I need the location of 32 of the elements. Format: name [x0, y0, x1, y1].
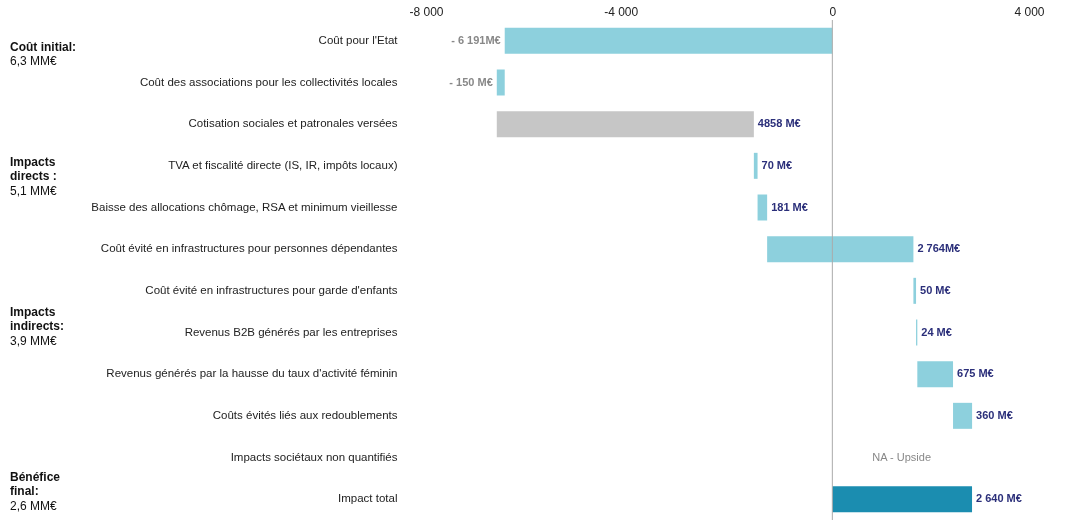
y-tick-label: Coût évité en infrastructures pour garde d'enfants — [145, 283, 398, 296]
y-tick-label: Revenus générés par la hausse du taux d'activité féminin — [106, 367, 398, 380]
data-label: - 6 191M€ — [451, 33, 501, 46]
x-tick-label: 0 — [829, 4, 837, 19]
data-label: - 150 M€ — [449, 75, 493, 88]
text: Bénéfice final: 2,6 MM€ — [10, 470, 62, 514]
y-tick-label: Coût des associations pour les collectivités locales — [139, 75, 398, 88]
y-tick-label: Cotisation sociales et patronales versées — [188, 117, 398, 130]
y-tick-label: Baisse des allocations chômage, RSA et minimum vieillesse — [91, 200, 398, 213]
annotation: NA - Upside — [872, 450, 932, 463]
text: Impacts directs : 5,1 MM€ — [10, 155, 58, 199]
data-label: 50 M€ — [920, 283, 951, 296]
y-tick-label: Revenus B2B générés par les entreprises — [184, 325, 398, 338]
data-label: 675 M€ — [957, 367, 994, 380]
data-label: 2 640 M€ — [976, 492, 1022, 505]
data-label: 181 M€ — [771, 200, 808, 213]
y-tick-label: Impact total — [338, 492, 398, 505]
y-tick-label: Impacts sociétaux non quantifiés — [230, 450, 398, 463]
data-label: 2 764M€ — [917, 242, 961, 255]
y-tick-label: Coût évité en infrastructures pour personnes dépendantes — [100, 242, 398, 255]
y-tick-label: Coûts évités liés aux redoublements — [212, 408, 398, 421]
text: Impacts indirects: 3,9 MM€ — [10, 305, 65, 349]
y-tick-label: Coût pour l'Etat — [318, 33, 399, 46]
data-label: 4858 M€ — [757, 117, 801, 130]
data-label: 360 M€ — [976, 408, 1013, 421]
text: Coût initial: 6,3 MM€ — [10, 40, 77, 69]
data-label: 24 M€ — [921, 325, 952, 338]
x-tick-label: 4 000 — [1014, 4, 1045, 19]
data-label: 70 M€ — [761, 158, 793, 171]
x-tick-label: -8 000 — [409, 4, 444, 19]
x-tick-label: -4 000 — [604, 4, 639, 19]
y-tick-label: TVA et fiscalité directe (IS, IR, impôts locaux) — [168, 158, 398, 171]
